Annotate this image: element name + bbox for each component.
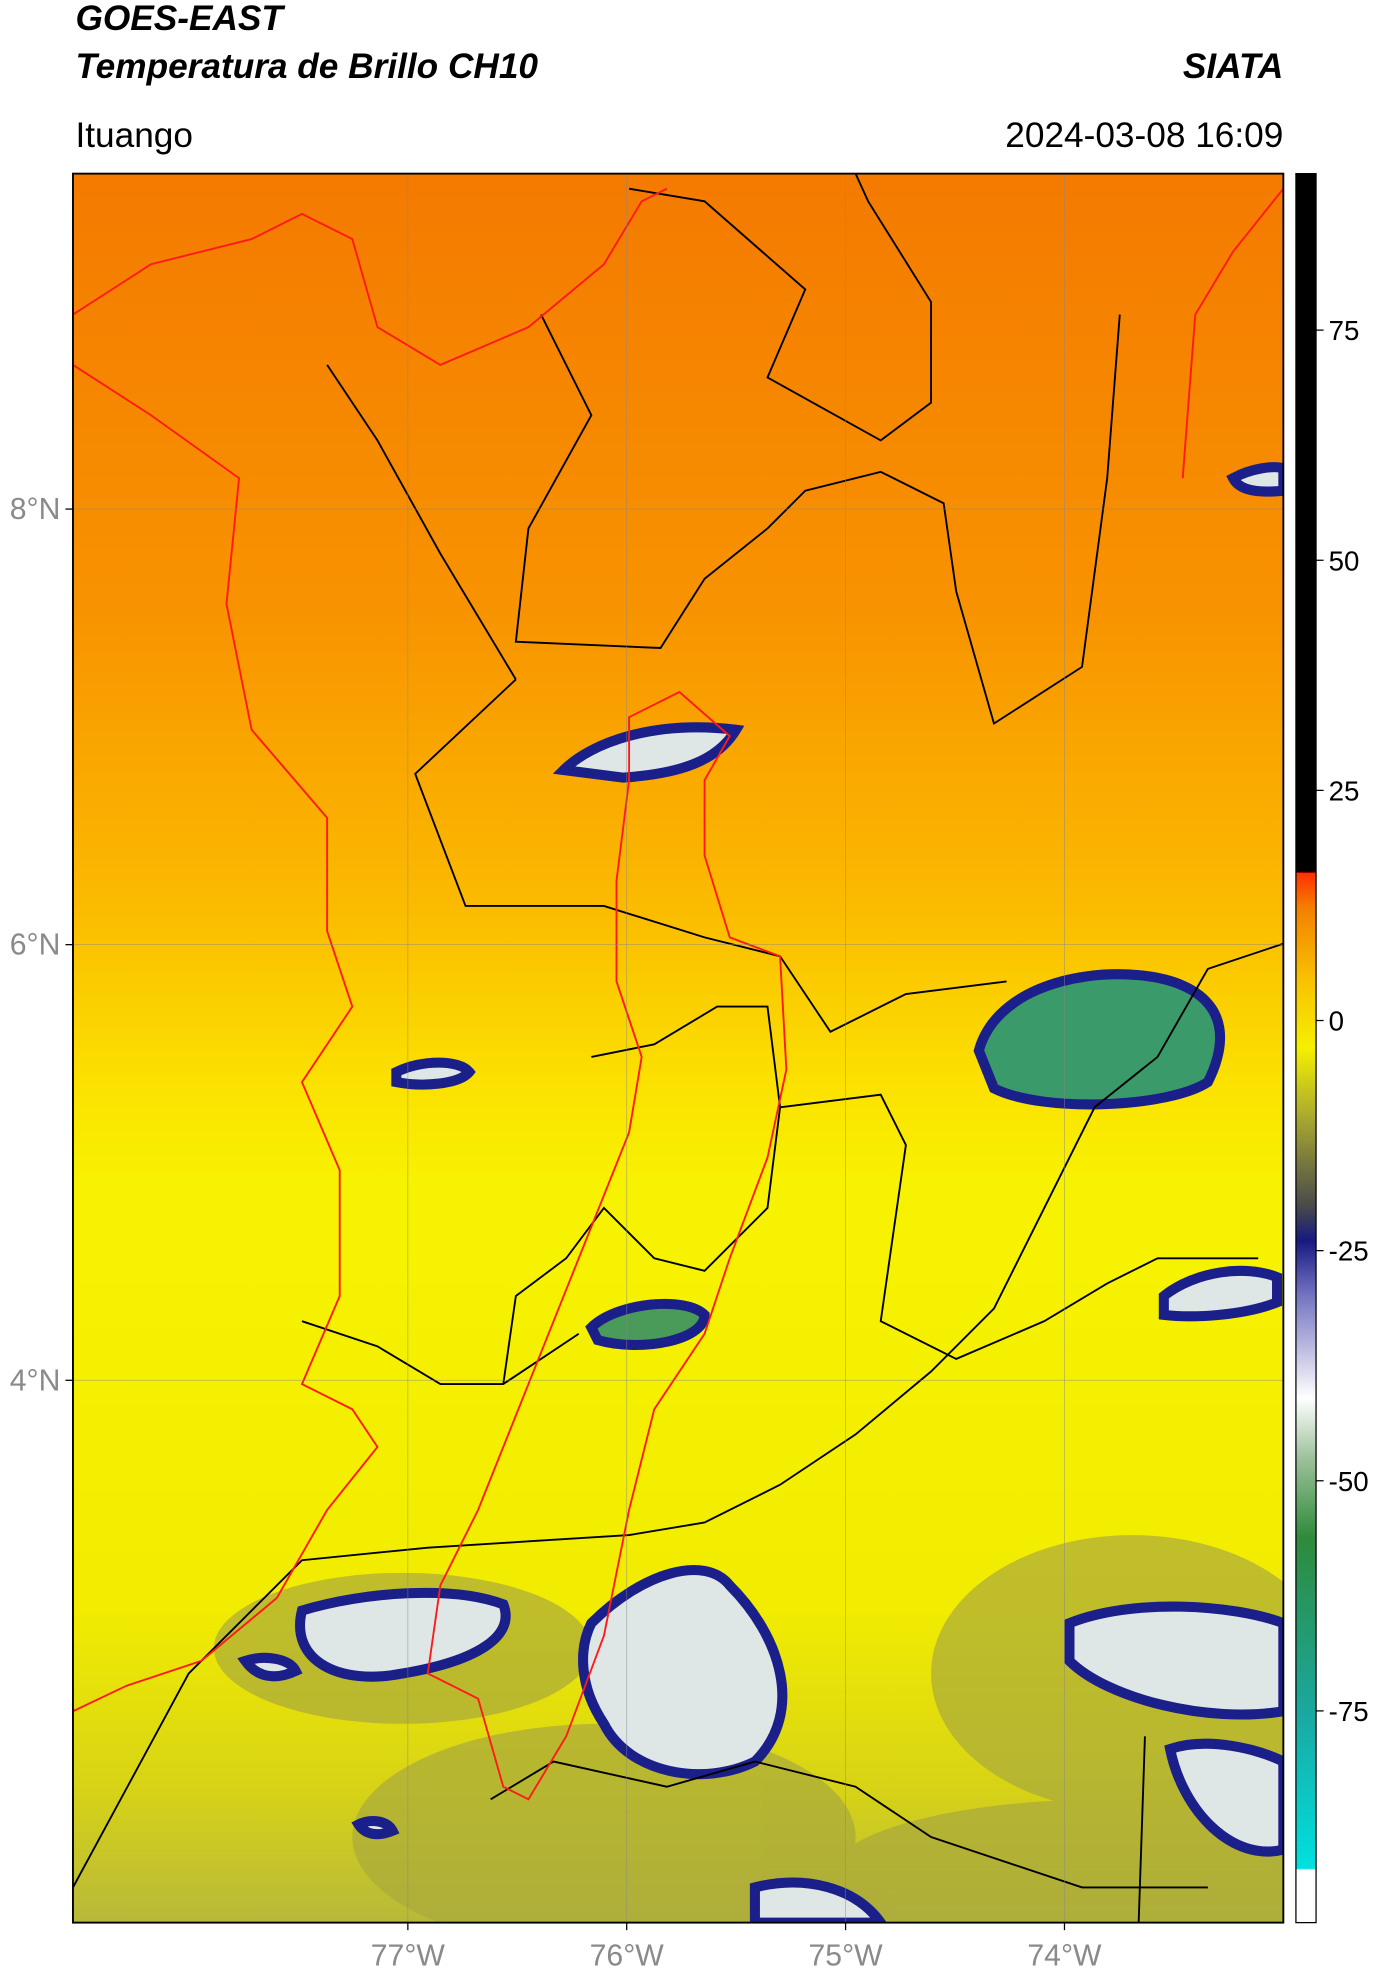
colorbar-tick-label: -75 xyxy=(1329,1696,1369,1727)
colorbar-tick-label: -50 xyxy=(1329,1466,1369,1497)
lon-tick-label: 77°W xyxy=(371,1939,446,1972)
colorbar-tick-label: 25 xyxy=(1329,775,1360,806)
map-frame xyxy=(72,172,1285,1924)
datetime: 2024-03-08 16:09 xyxy=(1005,116,1283,155)
colorbar-tick-label: -25 xyxy=(1329,1236,1369,1267)
colorbar-tick-label: 50 xyxy=(1329,545,1360,576)
borders xyxy=(72,173,1284,1923)
title: GOES-EAST xyxy=(75,0,285,38)
lon-tick-label: 76°W xyxy=(590,1939,665,1972)
graticule xyxy=(72,173,1284,1923)
subtitle: Temperatura de Brillo CH10 xyxy=(75,47,538,86)
lon-tick-label: 75°W xyxy=(809,1939,884,1972)
map-image xyxy=(72,173,1284,1923)
colorbar-tick-label: 75 xyxy=(1329,315,1360,346)
lat-tick-label: 4°N xyxy=(10,1364,61,1397)
clouds xyxy=(237,462,1284,1923)
location: Ituango xyxy=(75,116,193,155)
lat-tick-label: 6°N xyxy=(10,929,61,962)
ticks: 8°N 6°N 4°N 77°W 76°W 75°W 74°W 75 50 25 0 -25 -50 -7… xyxy=(10,315,1369,1972)
brand: SIATA xyxy=(1183,47,1283,86)
lat-tick-label: 8°N xyxy=(10,493,61,526)
colorbar xyxy=(1295,173,1317,1924)
ituango-region xyxy=(72,187,1284,1801)
lon-tick-label: 74°W xyxy=(1027,1939,1102,1972)
colorbar-tick-label: 0 xyxy=(1329,1006,1344,1037)
